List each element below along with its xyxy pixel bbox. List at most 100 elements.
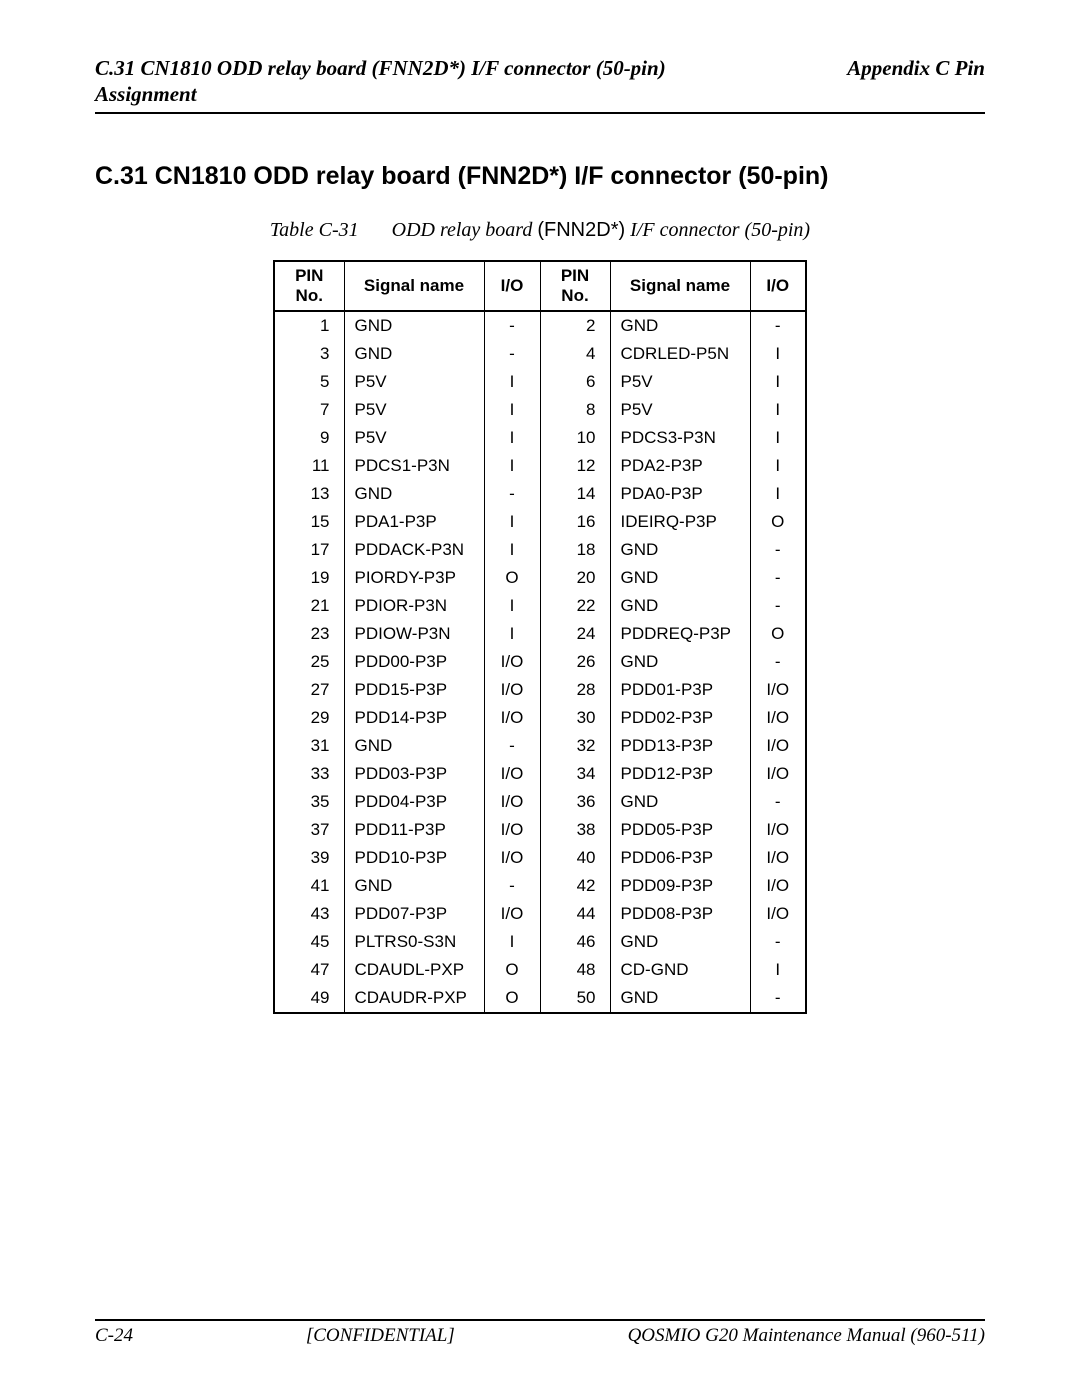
table-cell: PLTRS0-S3N	[344, 928, 484, 956]
table-cell: 44	[540, 900, 610, 928]
table-row: 21PDIOR-P3NI22GND-	[274, 592, 806, 620]
table-cell: I/O	[750, 760, 806, 788]
table-cell: 9	[274, 424, 344, 452]
footer-row: C-24 [CONFIDENTIAL] QOSMIO G20 Maintenan…	[95, 1325, 985, 1347]
table-cell: GND	[610, 564, 750, 592]
table-cell: GND	[610, 984, 750, 1013]
table-cell: I/O	[750, 900, 806, 928]
table-cell: O	[750, 508, 806, 536]
table-cell: P5V	[344, 424, 484, 452]
table-cell: 16	[540, 508, 610, 536]
table-cell: I/O	[750, 676, 806, 704]
table-cell: 25	[274, 648, 344, 676]
table-cell: I	[484, 424, 540, 452]
table-cell: P5V	[344, 368, 484, 396]
table-cell: O	[750, 620, 806, 648]
table-cell: PDD13-P3P	[610, 732, 750, 760]
table-cell: 48	[540, 956, 610, 984]
table-cell: PDD06-P3P	[610, 844, 750, 872]
table-cell: 30	[540, 704, 610, 732]
section-title: C.31 CN1810 ODD relay board (FNN2D*) I/F…	[95, 162, 985, 191]
table-cell: I	[484, 592, 540, 620]
table-cell: PDD10-P3P	[344, 844, 484, 872]
table-cell: P5V	[344, 396, 484, 424]
table-cell: PDD09-P3P	[610, 872, 750, 900]
col-header: I/O	[750, 261, 806, 311]
table-row: 1GND-2GND-	[274, 311, 806, 340]
table-cell: -	[750, 928, 806, 956]
table-cell: PDD02-P3P	[610, 704, 750, 732]
table-cell: I/O	[484, 676, 540, 704]
table-cell: 38	[540, 816, 610, 844]
table-cell: PIORDY-P3P	[344, 564, 484, 592]
table-caption-text-post: I/F connector (50-pin)	[625, 219, 810, 241]
table-cell: -	[484, 732, 540, 760]
table-cell: 40	[540, 844, 610, 872]
table-row: 35PDD04-P3PI/O36GND-	[274, 788, 806, 816]
table-cell: -	[484, 340, 540, 368]
table-cell: I	[484, 452, 540, 480]
table-cell: 45	[274, 928, 344, 956]
table-cell: GND	[344, 340, 484, 368]
table-cell: PDD07-P3P	[344, 900, 484, 928]
table-cell: I/O	[484, 788, 540, 816]
col-header: Signal name	[344, 261, 484, 311]
table-cell: PDD11-P3P	[344, 816, 484, 844]
table-cell: 18	[540, 536, 610, 564]
table-cell: 41	[274, 872, 344, 900]
table-cell: I/O	[750, 872, 806, 900]
table-cell: P5V	[610, 368, 750, 396]
table-cell: O	[484, 956, 540, 984]
table-cell: GND	[610, 928, 750, 956]
table-caption-label: Table C-31	[270, 219, 359, 241]
pin-table-body: 1GND-2GND-3GND-4CDRLED-P5NI5P5VI6P5VI7P5…	[274, 311, 806, 1013]
table-cell: 46	[540, 928, 610, 956]
table-row: 3GND-4CDRLED-P5NI	[274, 340, 806, 368]
table-cell: I	[750, 368, 806, 396]
table-cell: GND	[610, 592, 750, 620]
table-cell: GND	[610, 311, 750, 340]
table-cell: GND	[344, 480, 484, 508]
table-cell: 20	[540, 564, 610, 592]
table-cell: 37	[274, 816, 344, 844]
table-cell: PDIOR-P3N	[344, 592, 484, 620]
table-cell: -	[750, 564, 806, 592]
table-cell: GND	[610, 536, 750, 564]
table-cell: -	[484, 480, 540, 508]
table-cell: 12	[540, 452, 610, 480]
table-cell: I	[750, 956, 806, 984]
table-row: 27PDD15-P3PI/O28PDD01-P3PI/O	[274, 676, 806, 704]
table-row: 43PDD07-P3PI/O44PDD08-P3PI/O	[274, 900, 806, 928]
table-cell: CDRLED-P5N	[610, 340, 750, 368]
table-cell: IDEIRQ-P3P	[610, 508, 750, 536]
footer: C-24 [CONFIDENTIAL] QOSMIO G20 Maintenan…	[95, 1319, 985, 1347]
table-cell: I	[484, 620, 540, 648]
table-row: 9P5VI10PDCS3-P3NI	[274, 424, 806, 452]
table-cell: CDAUDL-PXP	[344, 956, 484, 984]
table-cell: O	[484, 564, 540, 592]
table-caption-text-pre: ODD relay board	[392, 219, 538, 241]
table-cell: I/O	[750, 704, 806, 732]
table-cell: I	[750, 424, 806, 452]
table-cell: 24	[540, 620, 610, 648]
table-row: 5P5VI6P5VI	[274, 368, 806, 396]
table-cell: 17	[274, 536, 344, 564]
table-cell: I/O	[484, 760, 540, 788]
table-cell: 23	[274, 620, 344, 648]
table-cell: I/O	[484, 900, 540, 928]
table-row: 49CDAUDR-PXPO50GND-	[274, 984, 806, 1013]
table-cell: I	[484, 508, 540, 536]
page: C.31 CN1810 ODD relay board (FNN2D*) I/F…	[0, 0, 1080, 1397]
table-cell: 34	[540, 760, 610, 788]
footer-right: QOSMIO G20 Maintenance Manual (960-511)	[628, 1325, 985, 1347]
table-cell: 3	[274, 340, 344, 368]
table-caption: Table C-31 ODD relay board (FNN2D*) I/F …	[95, 219, 985, 242]
table-cell: 39	[274, 844, 344, 872]
table-cell: -	[750, 648, 806, 676]
table-cell: I/O	[750, 732, 806, 760]
table-cell: 10	[540, 424, 610, 452]
running-head-left: C.31 CN1810 ODD relay board (FNN2D*) I/F…	[95, 55, 715, 108]
table-cell: GND	[344, 732, 484, 760]
table-cell: I	[484, 368, 540, 396]
table-row: 17PDDACK-P3NI18GND-	[274, 536, 806, 564]
